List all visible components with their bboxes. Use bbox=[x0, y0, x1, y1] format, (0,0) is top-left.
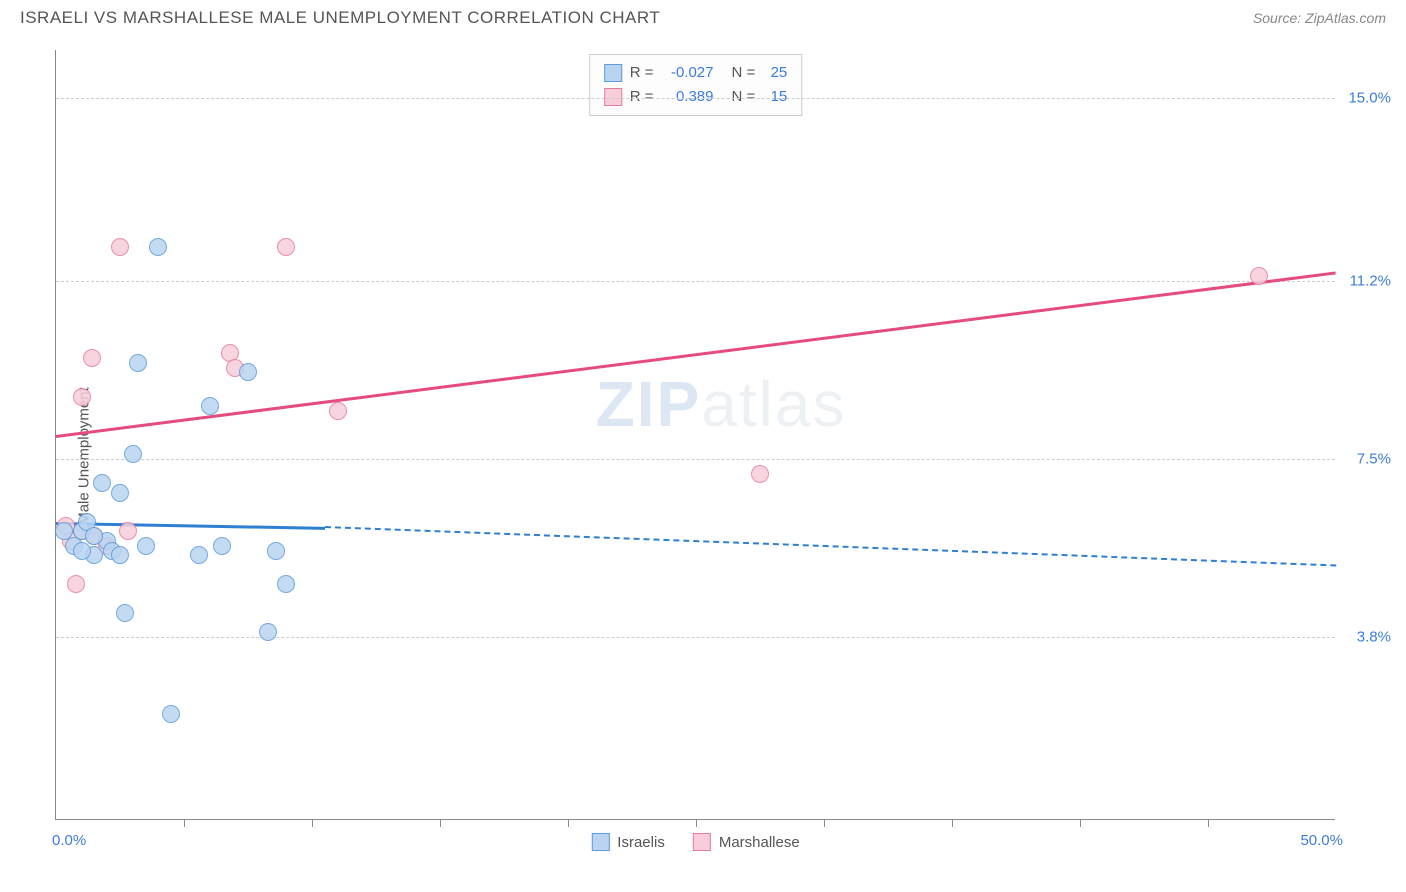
data-point-israelis bbox=[201, 397, 219, 415]
data-point-israelis bbox=[213, 537, 231, 555]
x-tick bbox=[1208, 819, 1209, 827]
series-legend: Israelis Marshallese bbox=[591, 833, 799, 851]
watermark-bold: ZIP bbox=[596, 368, 702, 440]
correlation-legend: R = -0.027 N = 25 R = 0.389 N = 15 bbox=[589, 54, 803, 116]
data-point-israelis bbox=[162, 705, 180, 723]
trend-line bbox=[56, 271, 1336, 438]
data-point-israelis bbox=[149, 238, 167, 256]
data-point-israelis bbox=[124, 445, 142, 463]
swatch-marshallese bbox=[693, 833, 711, 851]
legend-r-value-a: -0.027 bbox=[662, 61, 714, 85]
trend-line bbox=[325, 526, 1336, 566]
y-tick-label: 11.2% bbox=[1350, 273, 1391, 290]
data-point-marshallese bbox=[1250, 267, 1268, 285]
legend-n-value-b: 15 bbox=[763, 85, 787, 109]
x-min-label: 0.0% bbox=[52, 832, 86, 849]
chart-title: ISRAELI VS MARSHALLESE MALE UNEMPLOYMENT… bbox=[20, 8, 660, 28]
data-point-marshallese bbox=[111, 238, 129, 256]
chart-header: ISRAELI VS MARSHALLESE MALE UNEMPLOYMENT… bbox=[0, 0, 1406, 32]
legend-row-a: R = -0.027 N = 25 bbox=[604, 61, 788, 85]
watermark: ZIPatlas bbox=[596, 367, 847, 441]
swatch-marshallese bbox=[604, 88, 622, 106]
series-name-a: Israelis bbox=[617, 834, 665, 851]
data-point-israelis bbox=[116, 604, 134, 622]
y-tick-label: 7.5% bbox=[1357, 451, 1391, 468]
data-point-israelis bbox=[137, 537, 155, 555]
data-point-israelis bbox=[277, 575, 295, 593]
legend-row-b: R = 0.389 N = 15 bbox=[604, 85, 788, 109]
plot-area: ZIPatlas R = -0.027 N = 25 R = 0.389 N =… bbox=[55, 50, 1335, 820]
data-point-marshallese bbox=[119, 522, 137, 540]
legend-n-label: N = bbox=[732, 85, 756, 109]
data-point-israelis bbox=[129, 354, 147, 372]
grid-line bbox=[56, 281, 1335, 282]
swatch-israelis bbox=[591, 833, 609, 851]
data-point-marshallese bbox=[751, 465, 769, 483]
legend-n-label: N = bbox=[732, 61, 756, 85]
data-point-marshallese bbox=[329, 402, 347, 420]
source-name: ZipAtlas.com bbox=[1305, 10, 1386, 26]
legend-r-value-b: 0.389 bbox=[662, 85, 714, 109]
data-point-israelis bbox=[267, 542, 285, 560]
x-tick bbox=[440, 819, 441, 827]
legend-r-label: R = bbox=[630, 85, 654, 109]
data-point-israelis bbox=[111, 546, 129, 564]
series-legend-item-b: Marshallese bbox=[693, 833, 800, 851]
data-point-marshallese bbox=[277, 238, 295, 256]
grid-line bbox=[56, 98, 1335, 99]
x-tick bbox=[696, 819, 697, 827]
x-tick bbox=[312, 819, 313, 827]
data-point-israelis bbox=[85, 527, 103, 545]
legend-n-value-a: 25 bbox=[763, 61, 787, 85]
swatch-israelis bbox=[604, 64, 622, 82]
x-tick bbox=[824, 819, 825, 827]
data-point-israelis bbox=[111, 484, 129, 502]
watermark-light: atlas bbox=[701, 368, 846, 440]
y-tick-label: 15.0% bbox=[1348, 90, 1391, 107]
legend-r-label: R = bbox=[630, 61, 654, 85]
data-point-israelis bbox=[259, 623, 277, 641]
data-point-israelis bbox=[93, 474, 111, 492]
data-point-israelis bbox=[239, 363, 257, 381]
y-tick-label: 3.8% bbox=[1357, 629, 1391, 646]
grid-line bbox=[56, 637, 1335, 638]
source-attribution: Source: ZipAtlas.com bbox=[1253, 10, 1386, 26]
data-point-israelis bbox=[73, 542, 91, 560]
data-point-marshallese bbox=[73, 388, 91, 406]
x-tick bbox=[568, 819, 569, 827]
grid-line bbox=[56, 459, 1335, 460]
source-prefix: Source: bbox=[1253, 10, 1305, 26]
x-tick bbox=[952, 819, 953, 827]
data-point-marshallese bbox=[67, 575, 85, 593]
data-point-israelis bbox=[190, 546, 208, 564]
x-max-label: 50.0% bbox=[1300, 832, 1343, 849]
data-point-marshallese bbox=[83, 349, 101, 367]
x-tick bbox=[184, 819, 185, 827]
x-tick bbox=[1080, 819, 1081, 827]
series-name-b: Marshallese bbox=[719, 834, 800, 851]
series-legend-item-a: Israelis bbox=[591, 833, 665, 851]
chart-area: Male Unemployment ZIPatlas R = -0.027 N … bbox=[20, 40, 1386, 872]
